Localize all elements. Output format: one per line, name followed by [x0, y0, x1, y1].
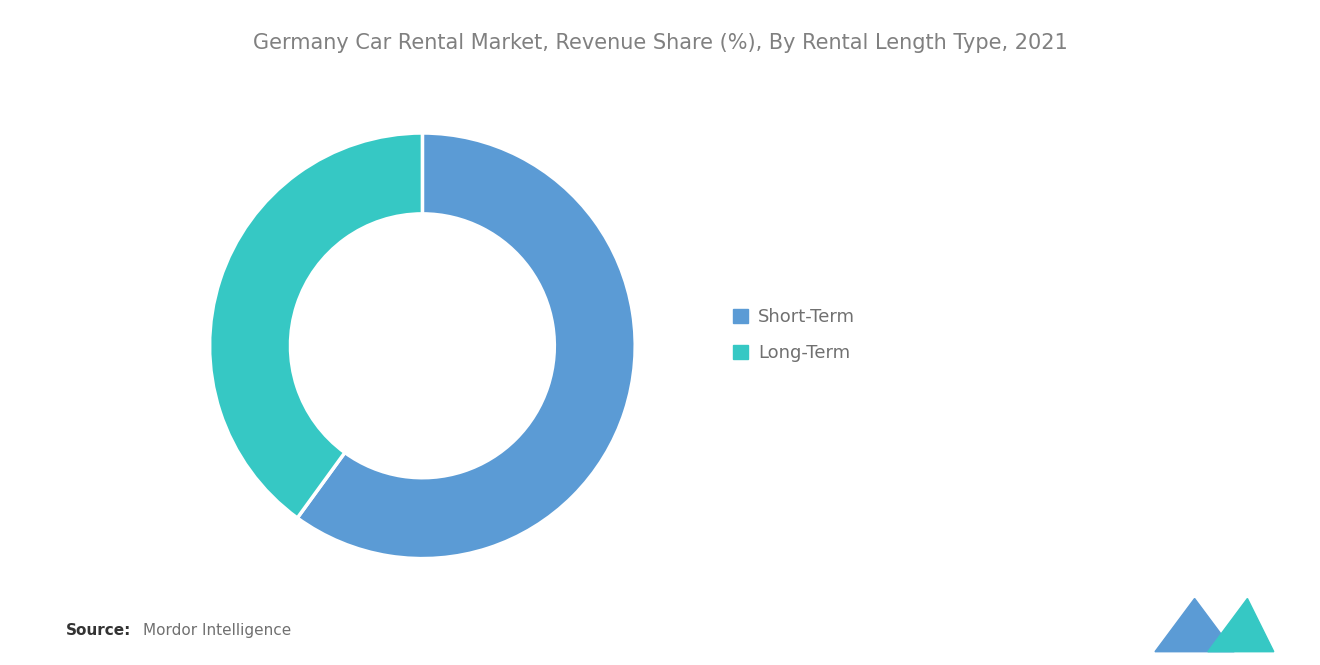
- Polygon shape: [1208, 598, 1274, 652]
- Polygon shape: [1155, 598, 1234, 652]
- Text: Source:: Source:: [66, 623, 132, 638]
- Text: Germany Car Rental Market, Revenue Share (%), By Rental Length Type, 2021: Germany Car Rental Market, Revenue Share…: [252, 33, 1068, 53]
- Wedge shape: [210, 133, 422, 518]
- Wedge shape: [297, 133, 635, 559]
- Legend: Short-Term, Long-Term: Short-Term, Long-Term: [725, 299, 865, 371]
- Text: Mordor Intelligence: Mordor Intelligence: [143, 623, 290, 638]
